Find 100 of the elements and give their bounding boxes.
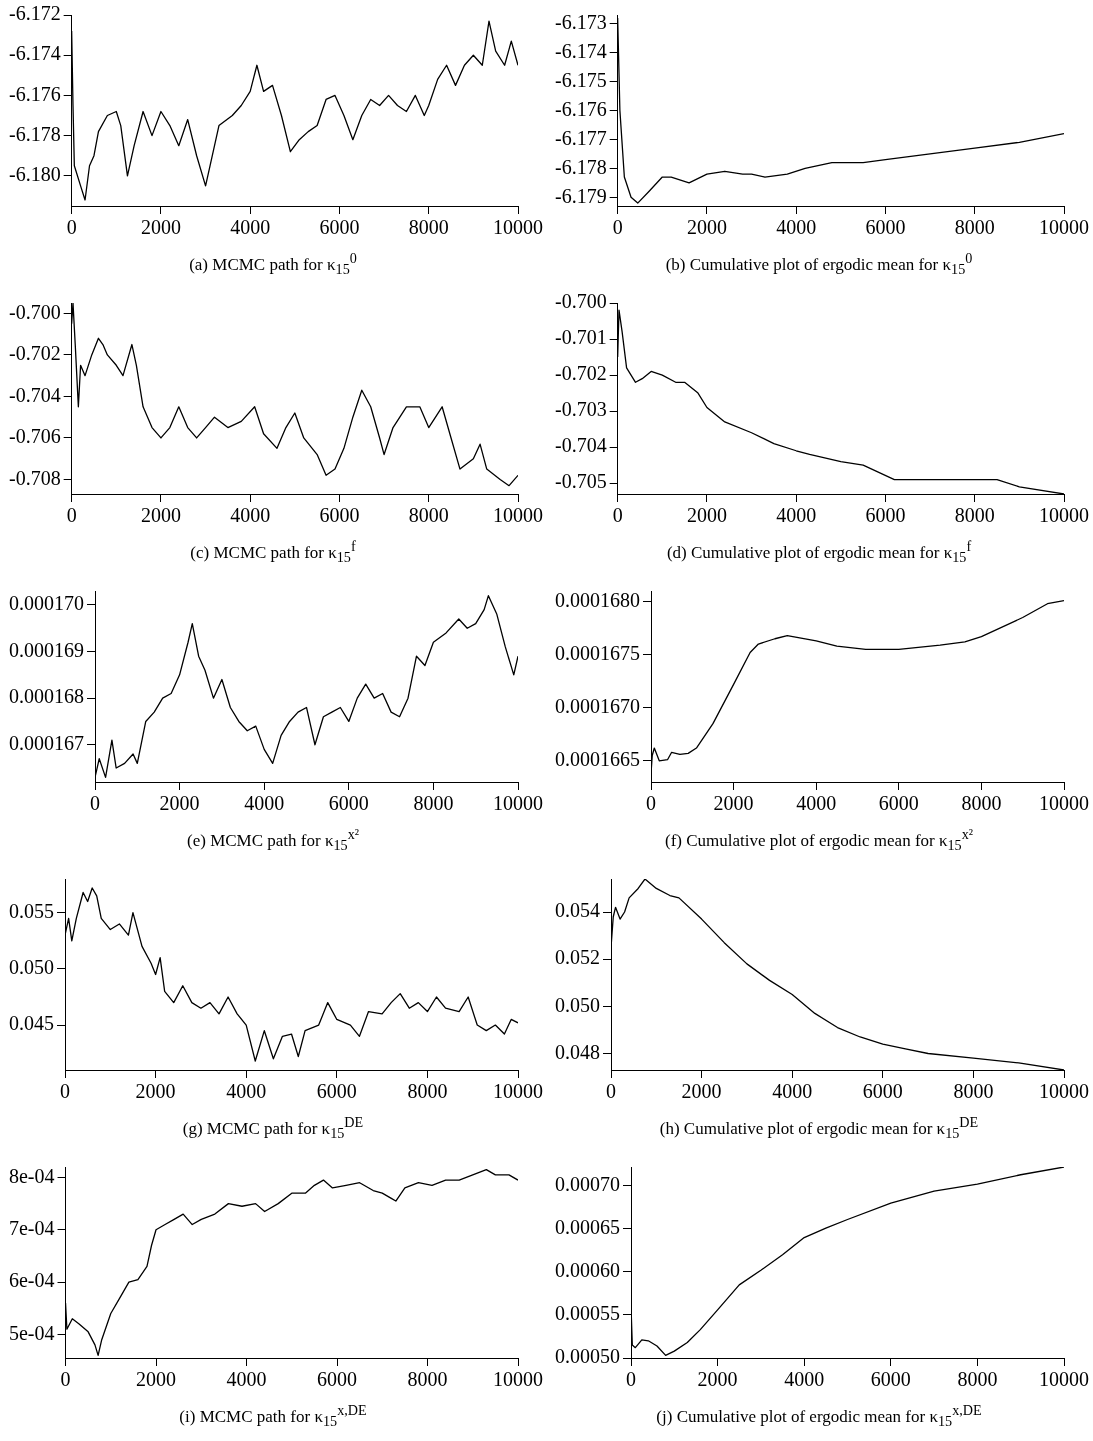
x-tick-label: 2000 — [697, 1368, 738, 1391]
y-tick-label: -0.705 — [554, 470, 607, 493]
y-tick-label: 0.0001665 — [555, 748, 640, 771]
y-tick-label: 0.0001675 — [555, 641, 640, 664]
x-tick-label: 10000 — [493, 216, 543, 239]
x-tick-label: 2000 — [135, 1080, 176, 1103]
y-tick-label: -0.704 — [554, 434, 607, 457]
x-tick-label: 2000 — [686, 504, 727, 527]
x-tick-label: 6000 — [862, 1080, 903, 1103]
y-tick-label: 0.052 — [555, 946, 600, 969]
y-tick-label: -0.702 — [554, 362, 607, 385]
x-tick-label: 4000 — [784, 1368, 825, 1391]
y-tick-label: -6.176 — [8, 82, 61, 105]
y-tick-label: 6e-04 — [8, 1269, 55, 1292]
x-tick-label: 0 — [66, 504, 77, 527]
y-tick-label: 0.00070 — [555, 1173, 620, 1196]
x-tick-label: 8000 — [408, 504, 449, 527]
x-tick-label: 4000 — [244, 792, 285, 815]
y-tick-label: -0.702 — [8, 342, 61, 365]
y-tick-label: 0.00060 — [555, 1259, 620, 1282]
x-tick-label: 6000 — [878, 792, 919, 815]
y-tick-label: 0.055 — [9, 899, 54, 922]
x-tick-label: 8000 — [954, 504, 995, 527]
y-tick-label: -6.178 — [8, 122, 61, 145]
y-tick-label: -0.700 — [8, 300, 61, 323]
y-tick-label: -6.180 — [8, 163, 61, 186]
x-tick-label: 4000 — [226, 1080, 267, 1103]
x-tick-label: 6000 — [316, 1080, 357, 1103]
y-tick-label: 0.000168 — [9, 685, 84, 708]
x-tick-label: 10000 — [1039, 504, 1089, 527]
y-tick-label: 0.00065 — [555, 1216, 620, 1239]
x-tick-label: 0 — [90, 792, 100, 815]
x-tick-label: 2000 — [136, 1368, 177, 1391]
x-tick-label: 6000 — [317, 1368, 358, 1391]
x-tick-label: 8000 — [961, 792, 1002, 815]
y-tick-label: -0.701 — [554, 326, 607, 349]
y-tick-label: -6.176 — [554, 97, 607, 120]
y-tick-label: 0.050 — [555, 993, 600, 1016]
y-tick-label: 0.000169 — [9, 638, 84, 661]
x-tick-label: 10000 — [493, 1368, 543, 1391]
x-tick-label: 10000 — [493, 792, 543, 815]
x-tick-label: 0 — [646, 792, 656, 815]
x-tick-label: 6000 — [319, 504, 360, 527]
x-tick-label: 6000 — [328, 792, 369, 815]
y-tick-label: -0.708 — [8, 466, 61, 489]
x-tick-label: 0 — [60, 1080, 70, 1103]
y-tick-label: 0.045 — [9, 1012, 54, 1035]
x-tick-label: 6000 — [865, 216, 906, 239]
y-tick-label: -0.700 — [554, 290, 607, 313]
x-tick-label: 2000 — [713, 792, 754, 815]
x-tick-label: 8000 — [407, 1368, 448, 1391]
x-tick-label: 4000 — [776, 216, 817, 239]
y-tick-label: -0.703 — [554, 398, 607, 421]
y-tick-label: 0.050 — [9, 956, 54, 979]
x-tick-label: 0 — [606, 1080, 616, 1103]
x-tick-label: 10000 — [1039, 1080, 1089, 1103]
x-tick-label: 4000 — [226, 1368, 267, 1391]
x-tick-label: 6000 — [865, 504, 906, 527]
x-tick-label: 2000 — [140, 504, 181, 527]
x-tick-label: 2000 — [140, 216, 181, 239]
x-tick-label: 8000 — [413, 792, 454, 815]
x-tick-label: 4000 — [230, 216, 271, 239]
y-tick-label: 0.000170 — [9, 592, 84, 615]
y-tick-label: -6.172 — [8, 2, 61, 25]
x-tick-label: 10000 — [1039, 216, 1089, 239]
y-tick-label: -6.178 — [554, 155, 607, 178]
x-tick-label: 10000 — [1039, 792, 1089, 815]
x-tick-label: 4000 — [796, 792, 837, 815]
y-tick-label: 0.00050 — [555, 1345, 620, 1368]
x-tick-label: 8000 — [957, 1368, 998, 1391]
y-tick-label: -6.174 — [554, 39, 607, 62]
x-tick-label: 8000 — [408, 216, 449, 239]
x-tick-label: 4000 — [230, 504, 271, 527]
x-tick-label: 10000 — [493, 1080, 543, 1103]
x-tick-label: 0 — [66, 216, 77, 239]
x-tick-label: 4000 — [772, 1080, 813, 1103]
x-tick-label: 8000 — [953, 1080, 994, 1103]
y-tick-label: 0.00055 — [555, 1302, 620, 1325]
y-tick-label: 7e-04 — [8, 1217, 55, 1240]
y-tick-label: 5e-04 — [8, 1321, 55, 1344]
y-tick-label: 0.0001680 — [555, 588, 640, 611]
y-tick-label: 0.000167 — [9, 731, 84, 754]
x-tick-label: 8000 — [954, 216, 995, 239]
x-tick-label: 10000 — [1039, 1368, 1089, 1391]
x-tick-label: 6000 — [319, 216, 360, 239]
x-tick-label: 6000 — [870, 1368, 911, 1391]
x-tick-label: 2000 — [159, 792, 200, 815]
x-tick-label: 4000 — [776, 504, 817, 527]
y-tick-label: 0.0001670 — [555, 694, 640, 717]
x-tick-label: 0 — [612, 216, 623, 239]
y-tick-label: -6.173 — [554, 10, 607, 33]
x-tick-label: 0 — [612, 504, 623, 527]
y-tick-label: -6.177 — [554, 126, 607, 149]
x-tick-label: 0 — [626, 1368, 636, 1391]
x-tick-label: 8000 — [407, 1080, 448, 1103]
y-tick-label: -6.179 — [554, 184, 607, 207]
x-tick-label: 10000 — [493, 504, 543, 527]
y-tick-label: 0.054 — [555, 899, 600, 922]
x-tick-label: 2000 — [686, 216, 727, 239]
x-tick-label: 2000 — [681, 1080, 722, 1103]
